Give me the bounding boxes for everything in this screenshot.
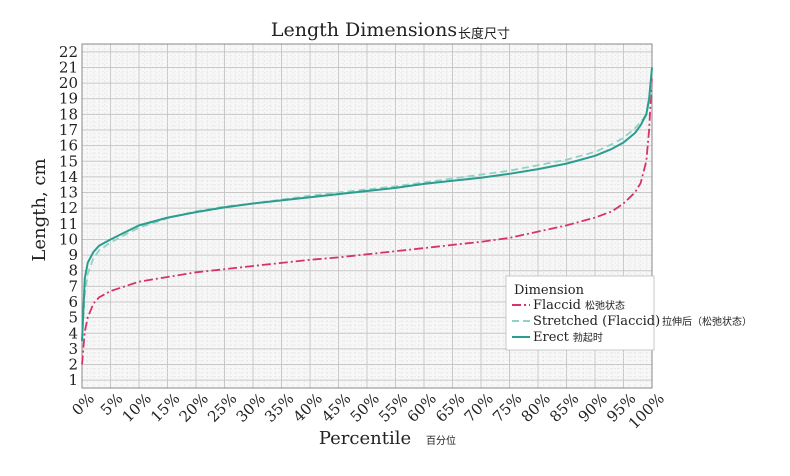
y-tick-label: 7	[68, 277, 78, 295]
y-tick-label: 17	[59, 121, 78, 139]
x-tick-label: 20%	[176, 390, 212, 426]
x-tick-label: 85%	[546, 390, 582, 426]
legend: Dimension Flaccid 松弛状态 Stretched (Flaccid)…	[505, 275, 752, 351]
y-tick-label: 10	[59, 230, 78, 248]
y-axis-label: Length, cm	[29, 158, 50, 261]
legend-label: Stretched (Flaccid)	[533, 314, 660, 329]
y-tick-label: 16	[59, 137, 78, 155]
x-tick-label: 15%	[147, 390, 183, 426]
x-tick-label: 45%	[318, 390, 354, 426]
x-tick-label: 80%	[518, 390, 554, 426]
y-tick-label: 18	[59, 105, 78, 123]
x-tick-label: 30%	[233, 390, 269, 426]
x-tick-label: 40%	[290, 390, 326, 426]
x-tick-label: 35%	[261, 390, 297, 426]
legend-title: Dimension	[514, 283, 585, 298]
x-tick-label: 10%	[119, 390, 155, 426]
x-axis-label: Percentile	[319, 428, 411, 449]
y-tick-label: 3	[68, 340, 78, 358]
x-tick-label: 50%	[347, 390, 383, 426]
x-tick-label: 25%	[204, 390, 240, 426]
series-line-erect	[81, 67, 653, 342]
y-tick-label: 2	[68, 356, 78, 374]
x-tick-label: 55%	[375, 390, 411, 426]
legend-label-cn: 勃起时	[573, 331, 603, 344]
legend-label-cn: 松弛状态	[585, 299, 625, 312]
series-lines	[81, 67, 653, 365]
legend-box	[505, 275, 655, 351]
y-tick-label: 4	[68, 324, 78, 342]
legend-label-cn: 拉伸后（松弛状态）	[662, 315, 752, 328]
y-tick-label: 11	[59, 215, 78, 233]
legend-label: Flaccid	[533, 298, 581, 313]
x-axis-label-cn: 百分位	[426, 434, 456, 447]
y-tick-label: 19	[59, 90, 78, 108]
chart-title-cn: 长度尺寸	[458, 26, 510, 42]
y-tick-label: 1	[68, 371, 78, 389]
y-tick-label: 21	[59, 58, 78, 76]
y-tick-label: 9	[68, 246, 78, 264]
grid	[81, 44, 653, 388]
x-tick-label: 70%	[461, 390, 497, 426]
legend-label: Erect	[533, 330, 570, 345]
y-tick-label: 8	[68, 262, 78, 280]
y-tick-label: 6	[68, 293, 78, 311]
x-tick-label: 75%	[489, 390, 525, 426]
x-tick-label: 0%	[68, 390, 98, 420]
y-tick-label: 22	[59, 43, 78, 61]
y-tick-label: 13	[59, 184, 78, 202]
x-tick-label: 65%	[432, 390, 468, 426]
y-tick-label: 15	[59, 152, 78, 170]
y-tick-label: 14	[59, 168, 78, 186]
series-line-flaccid	[81, 75, 653, 365]
x-tick-label: 90%	[575, 390, 611, 426]
chart-title: Length Dimensions	[271, 19, 457, 41]
x-tick-label: 60%	[404, 390, 440, 426]
y-tick-label: 20	[59, 74, 78, 92]
plot-frame	[81, 43, 653, 389]
y-tick-label: 12	[59, 199, 78, 217]
y-tick-label: 5	[68, 309, 78, 327]
